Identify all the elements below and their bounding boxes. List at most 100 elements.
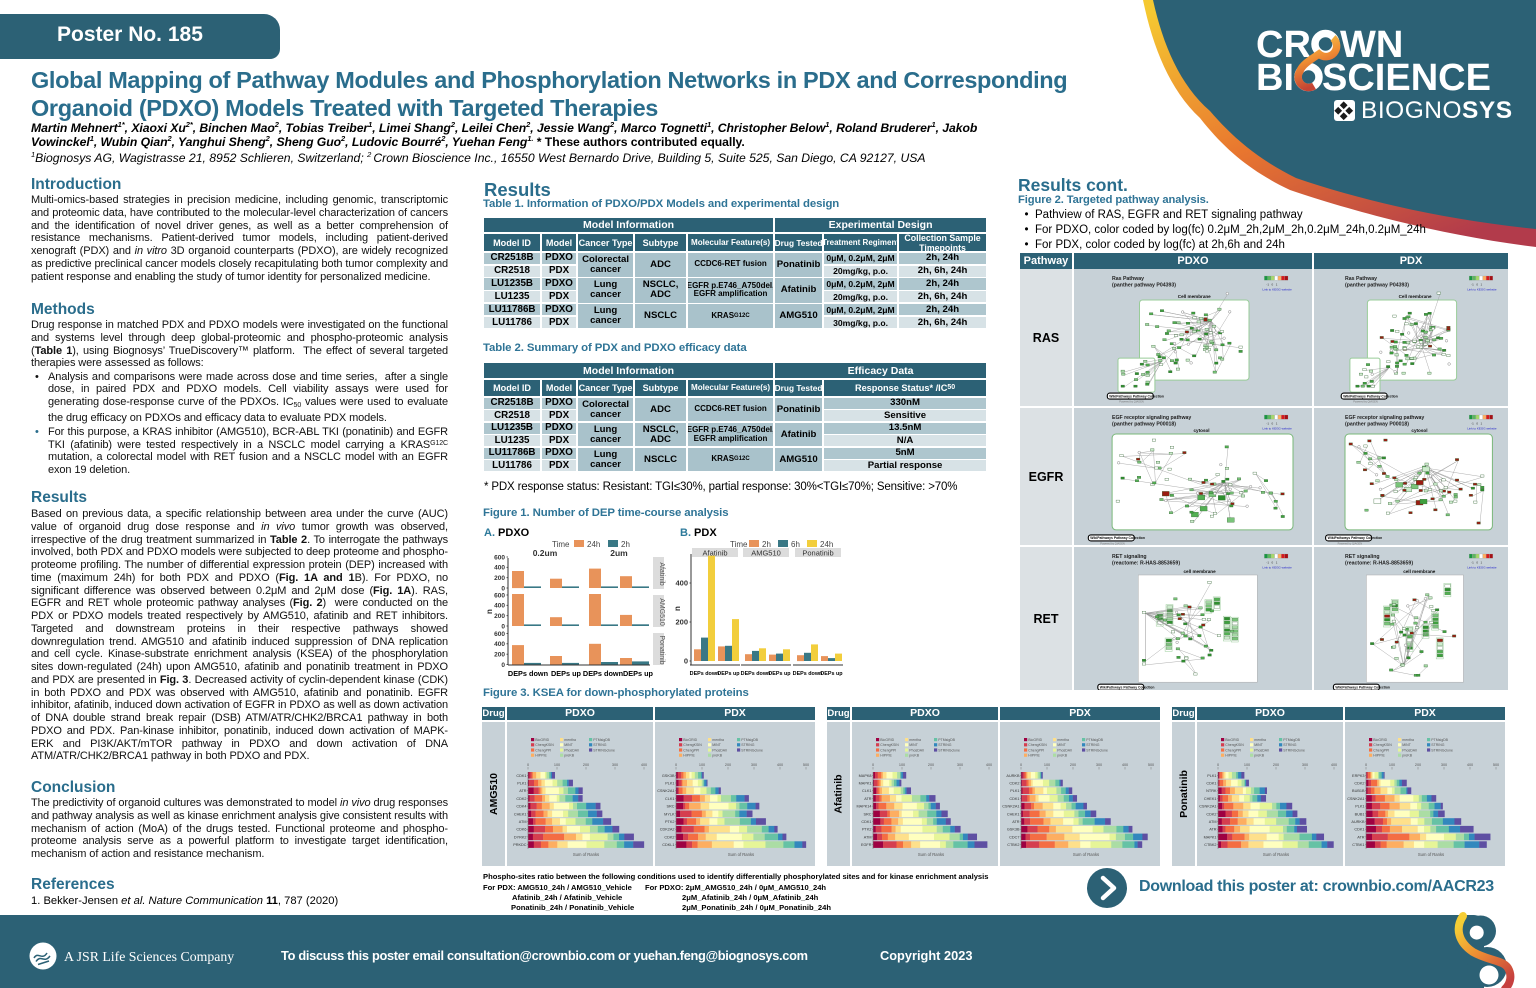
svg-text:AMG510: AMG510 <box>751 549 781 558</box>
svg-text:BioGRID: BioGRID <box>1373 738 1387 742</box>
svg-text:PhosDAll: PhosDAll <box>712 748 727 752</box>
svg-text:WN: WN <box>1340 24 1403 66</box>
svg-text:BUB1B: BUB1B <box>1352 789 1365 793</box>
svg-text:Powered by QIAGEN: Powered by QIAGEN <box>1100 541 1125 545</box>
svg-text:PTMsigDB: PTMsigDB <box>938 738 955 742</box>
svg-text:DEPs up: DEPs up <box>717 671 740 677</box>
svg-text:24h: 24h <box>820 540 833 549</box>
svg-text:RET signaling: RET signaling <box>1112 554 1147 560</box>
svg-text:MAPK14: MAPK14 <box>857 805 872 809</box>
svg-text:400: 400 <box>986 763 992 767</box>
svg-text:cytosol: cytosol <box>1194 428 1210 433</box>
svg-text:400: 400 <box>675 579 688 588</box>
svg-text:CHEK1: CHEK1 <box>1204 797 1217 801</box>
svg-text:mentha: mentha <box>712 738 724 742</box>
svg-text:(reactome: R-HAS-8853659): (reactome: R-HAS-8853659) <box>1112 561 1180 567</box>
svg-text:RET signaling: RET signaling <box>1345 554 1380 560</box>
svg-text:ChengPPI: ChengPPI <box>880 748 896 752</box>
svg-text:PRKDC: PRKDC <box>513 843 527 847</box>
svg-text:WikiPathways Pathway Collectio: WikiPathways Pathway Collection <box>1328 536 1383 540</box>
svg-text:Sum of Ranks: Sum of Ranks <box>1418 852 1444 857</box>
svg-text:Powered by QIAGEN: Powered by QIAGEN <box>1353 400 1378 404</box>
svg-text:100: 100 <box>554 763 560 767</box>
svg-text:ChengPPI: ChengPPI <box>1028 748 1044 752</box>
svg-text:100: 100 <box>1044 763 1050 767</box>
svg-text:2um: 2um <box>610 548 628 558</box>
svg-text:2h: 2h <box>762 540 771 549</box>
svg-text:24h: 24h <box>587 540 600 549</box>
svg-text:PLK1: PLK1 <box>1207 774 1216 778</box>
svg-text:DEPs down: DEPs down <box>741 671 771 677</box>
svg-text:STRING: STRING <box>593 743 607 747</box>
svg-text:Ponatinib: Ponatinib <box>658 635 665 664</box>
svg-text:BioGRID: BioGRID <box>683 738 697 742</box>
svg-text:n: n <box>673 606 682 611</box>
svg-text:0: 0 <box>1365 763 1367 767</box>
svg-text:CDK6: CDK6 <box>516 828 526 832</box>
svg-text:n: n <box>485 609 494 614</box>
svg-text:CLK1: CLK1 <box>665 797 675 801</box>
svg-text:BioGRID: BioGRID <box>535 738 549 742</box>
svg-text:GSK3B: GSK3B <box>662 774 675 778</box>
svg-text:ERPK3: ERPK3 <box>1352 774 1364 778</box>
svg-text:BioGRID: BioGRID <box>1225 738 1239 742</box>
svg-text:PhosDAll: PhosDAll <box>1254 748 1269 752</box>
svg-text:STRING: STRING <box>938 743 952 747</box>
svg-text:ChengKSIN: ChengKSIN <box>1373 743 1392 747</box>
svg-text:300: 300 <box>1441 763 1447 767</box>
svg-text:200: 200 <box>1070 763 1076 767</box>
svg-text:DEPs up: DEPs up <box>623 669 654 678</box>
svg-text:BUB1: BUB1 <box>1355 812 1365 816</box>
svg-text:BioGRID: BioGRID <box>1028 738 1042 742</box>
svg-text:200: 200 <box>675 618 688 627</box>
svg-text:CSNK2A1: CSNK2A1 <box>1199 805 1216 809</box>
svg-text:Powered by QIAGEN: Powered by QIAGEN <box>1119 400 1144 404</box>
svg-text:PLK1: PLK1 <box>517 782 526 786</box>
svg-text:CSNK2A1: CSNK2A1 <box>657 789 674 793</box>
svg-text:mentha: mentha <box>1254 738 1266 742</box>
svg-text:-1 0 1: -1 0 1 <box>1266 283 1277 287</box>
svg-text:PhosDAll: PhosDAll <box>564 748 579 752</box>
svg-text:EGFR: EGFR <box>861 843 872 847</box>
svg-text:preKB: preKB <box>1402 754 1412 758</box>
svg-text:-1 0 1: -1 0 1 <box>1471 422 1482 426</box>
svg-text:cytosol: cytosol <box>1411 428 1427 433</box>
svg-text:CDKL1: CDKL1 <box>662 843 674 847</box>
svg-text:CTBK2: CTBK2 <box>1204 843 1216 847</box>
svg-text:DYRK2: DYRK2 <box>514 835 527 839</box>
svg-text:mentha: mentha <box>1402 738 1414 742</box>
svg-text:6h: 6h <box>791 540 800 549</box>
svg-text:0: 0 <box>501 662 505 669</box>
svg-text:HIPPIE: HIPPIE <box>1373 754 1385 758</box>
svg-text:MINT: MINT <box>1254 743 1263 747</box>
svg-text:CSNK2A1: CSNK2A1 <box>1002 805 1019 809</box>
svg-text:STRING: STRING <box>1431 743 1445 747</box>
svg-text:200: 200 <box>928 763 934 767</box>
svg-text:(panther pathway P04393): (panther pathway P04393) <box>1112 283 1176 289</box>
svg-text:CTBK2: CTBK2 <box>1007 843 1019 847</box>
svg-text:WikiPathways Pathway Collectio: WikiPathways Pathway Collection <box>1090 536 1145 540</box>
svg-text:ATM: ATM <box>519 820 527 824</box>
svg-text:ATR: ATR <box>864 797 872 801</box>
svg-text:EGF receptor signaling pathway: EGF receptor signaling pathway <box>1112 415 1191 421</box>
svg-text:PLK1: PLK1 <box>1355 805 1364 809</box>
svg-text:NTRK: NTRK <box>1206 789 1217 793</box>
svg-text:400: 400 <box>641 763 647 767</box>
svg-text:ChengKSIN: ChengKSIN <box>1028 743 1047 747</box>
svg-text:(panther pathway P04393): (panther pathway P04393) <box>1345 283 1409 289</box>
svg-text:Link to KEGG website: Link to KEGG website <box>1262 427 1292 431</box>
svg-text:ATM: ATM <box>1209 820 1217 824</box>
svg-text:BIOGNOSYS: BIOGNOSYS <box>1361 97 1513 124</box>
svg-text:600: 600 <box>494 554 505 561</box>
svg-text:STRING: STRING <box>1086 743 1100 747</box>
svg-text:-1 0 1: -1 0 1 <box>1471 283 1482 287</box>
svg-text:Afatinib: Afatinib <box>702 549 727 558</box>
svg-text:400: 400 <box>777 763 783 767</box>
svg-text:PLK1: PLK1 <box>665 782 674 786</box>
svg-text:(reactome: R-HAS-8853659): (reactome: R-HAS-8853659) <box>1345 561 1413 567</box>
svg-text:200: 200 <box>494 652 505 659</box>
svg-text:PTK2: PTK2 <box>665 820 675 824</box>
svg-text:Link to KEGG website: Link to KEGG website <box>1467 288 1497 292</box>
svg-text:CDK2: CDK2 <box>516 797 526 801</box>
svg-text:100: 100 <box>1389 763 1395 767</box>
